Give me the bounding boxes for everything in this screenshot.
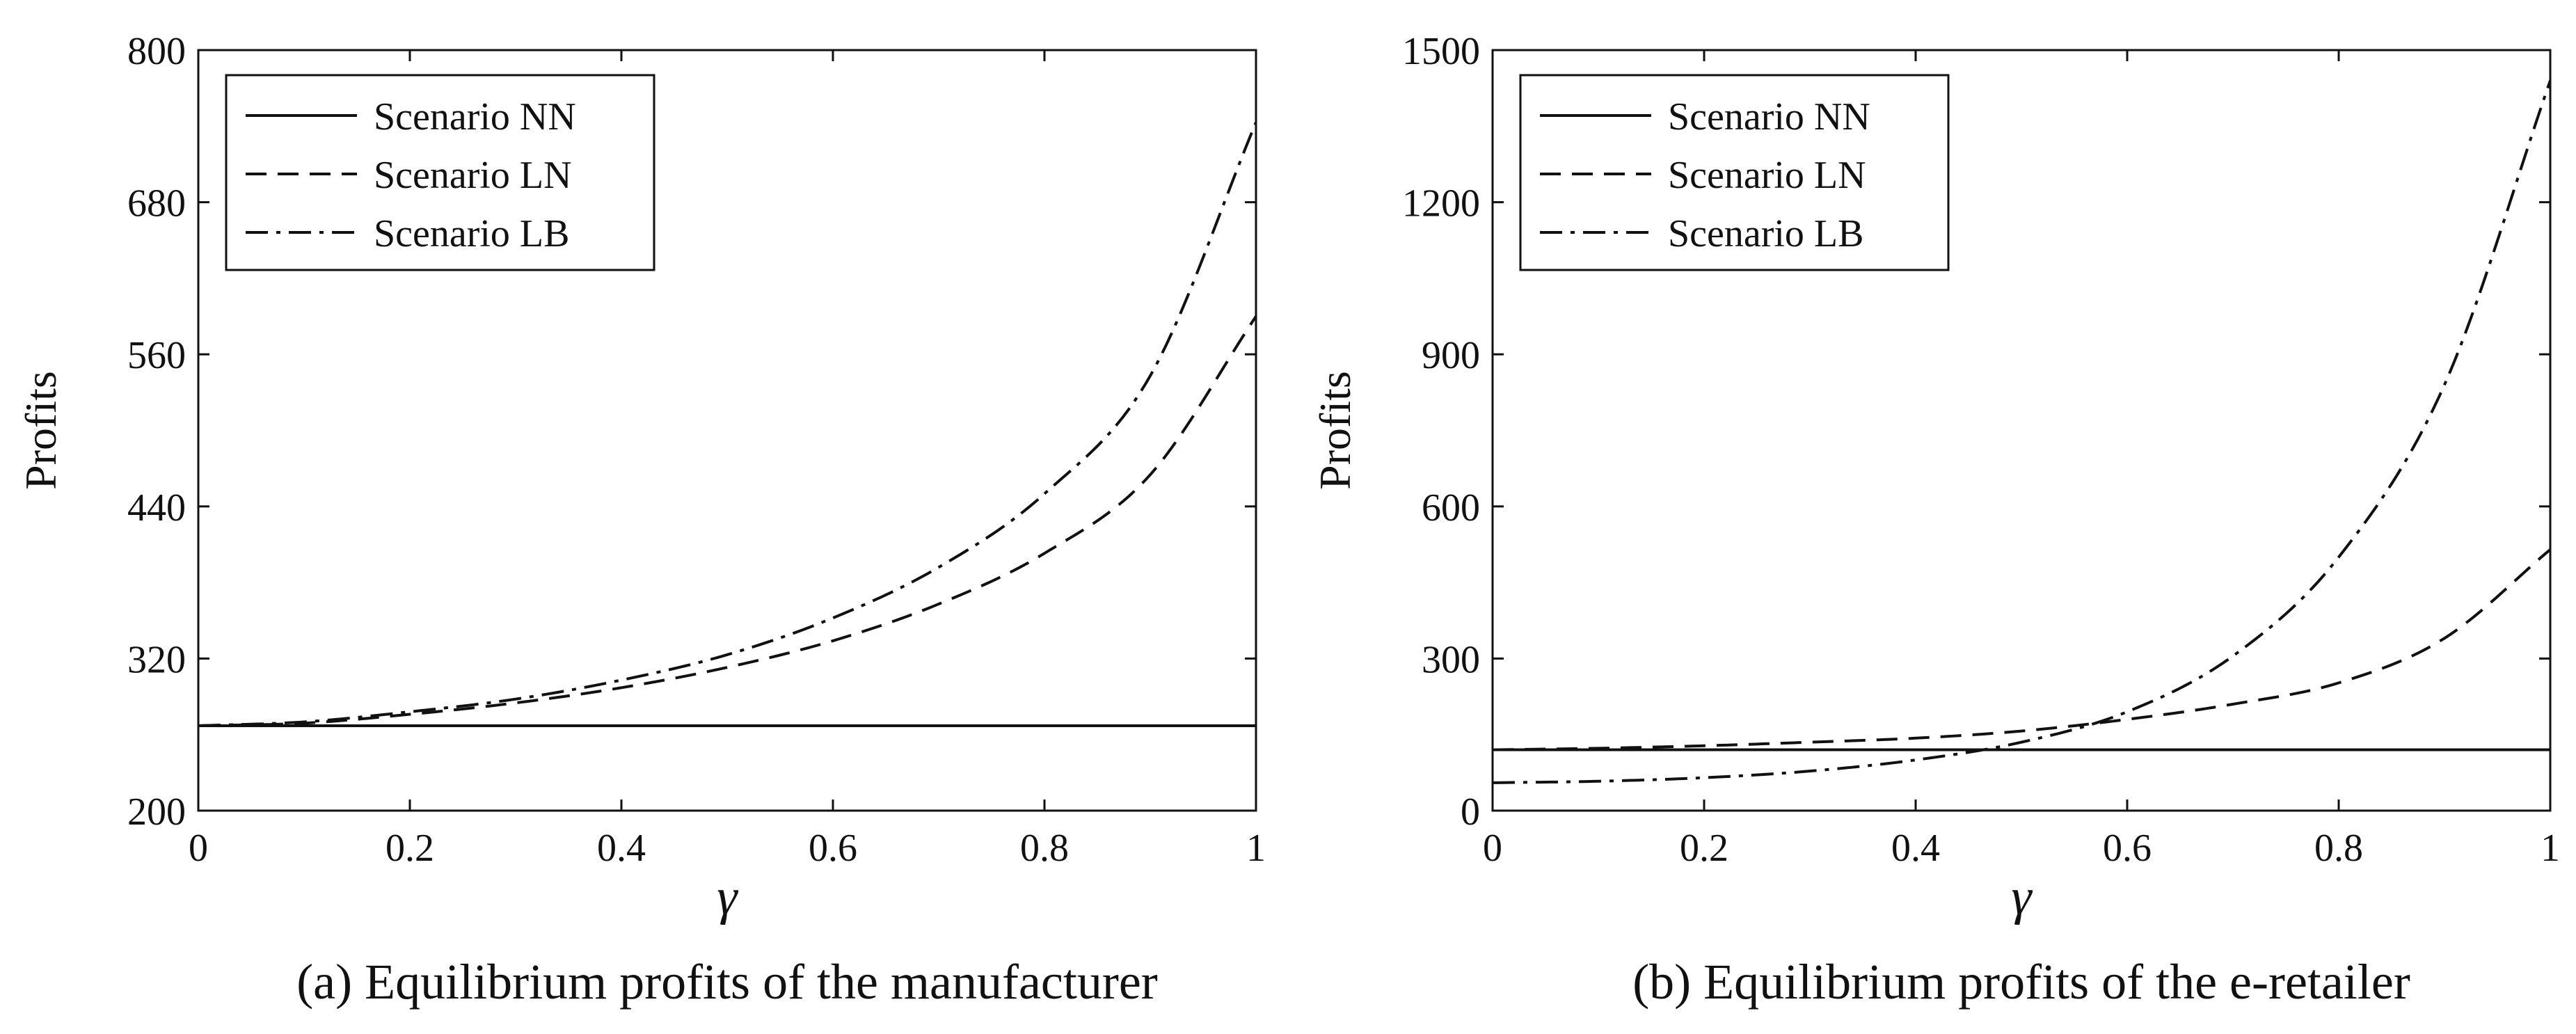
legend-label: Scenario LN xyxy=(374,154,572,197)
legend: Scenario NN Scenario LN Scenario LB xyxy=(1519,74,1950,271)
legend-label: Scenario LB xyxy=(1668,212,1863,255)
x-tick-label: 0.8 xyxy=(1020,827,1069,870)
y-tick-label: 680 xyxy=(127,182,186,225)
series-line-scenario-ln xyxy=(198,315,1256,727)
series-line-scenario-ln xyxy=(1493,548,2550,751)
chart-panel-b: 0 0.2 0.4 0.6 0.8 1 0 300 600 900 1200 1500 γ Profits… xyxy=(1310,30,2560,1010)
y-tick-label: 320 xyxy=(127,638,186,681)
axes-box xyxy=(1491,49,2552,812)
x-tick-label: 0.4 xyxy=(597,827,646,870)
series-line-scenario-lb xyxy=(1493,80,2550,784)
x-tick-label: 0.2 xyxy=(385,827,434,870)
x-tick-label: 0 xyxy=(189,827,208,870)
y-axis-label: Profits xyxy=(1310,371,1360,490)
x-axis-label: γ xyxy=(2011,868,2033,925)
x-tick-label: 0.6 xyxy=(809,827,857,870)
y-tick-label: 300 xyxy=(1422,638,1480,681)
x-tick-label: 0.8 xyxy=(2314,827,2363,870)
panel-caption: (a) Equilibrium profits of the manufactu… xyxy=(296,954,1158,1010)
y-tick-label: 600 xyxy=(1422,486,1480,530)
chart-panel-a: 0 0.2 0.4 0.6 0.8 1 200 320 440 560 680 800 γ Profits… xyxy=(16,30,1266,1010)
x-tick-label: 0.2 xyxy=(1680,827,1728,870)
y-tick-label: 0 xyxy=(1461,790,1480,834)
axes-box xyxy=(197,49,1257,812)
y-tick-label: 1500 xyxy=(1402,30,1480,73)
y-tick-label: 900 xyxy=(1422,334,1480,377)
x-tick-label: 1 xyxy=(1246,827,1266,870)
y-tick-label: 200 xyxy=(127,790,186,834)
y-axis-label: Profits xyxy=(16,371,65,490)
x-tick-label: 0.4 xyxy=(1891,827,1940,870)
legend-label: Scenario NN xyxy=(1668,95,1870,138)
series-line-scenario-lb xyxy=(198,122,1256,727)
legend-label: Scenario LN xyxy=(1668,154,1866,197)
legend: Scenario NN Scenario LN Scenario LB xyxy=(225,74,655,271)
legend-box xyxy=(225,74,655,271)
y-tick-label: 440 xyxy=(127,486,186,530)
x-tick-label: 0.6 xyxy=(2103,827,2152,870)
x-tick-label: 0 xyxy=(1483,827,1502,870)
x-tick-label: 1 xyxy=(2541,827,2560,870)
panel-caption: (b) Equilibrium profits of the e-retaile… xyxy=(1632,954,2410,1010)
y-tick-label: 1200 xyxy=(1402,182,1480,225)
y-tick-label: 800 xyxy=(127,30,186,73)
x-axis-label: γ xyxy=(717,868,738,925)
legend-label: Scenario LB xyxy=(374,212,569,255)
y-tick-label: 560 xyxy=(127,334,186,377)
legend-label: Scenario NN xyxy=(374,95,576,138)
